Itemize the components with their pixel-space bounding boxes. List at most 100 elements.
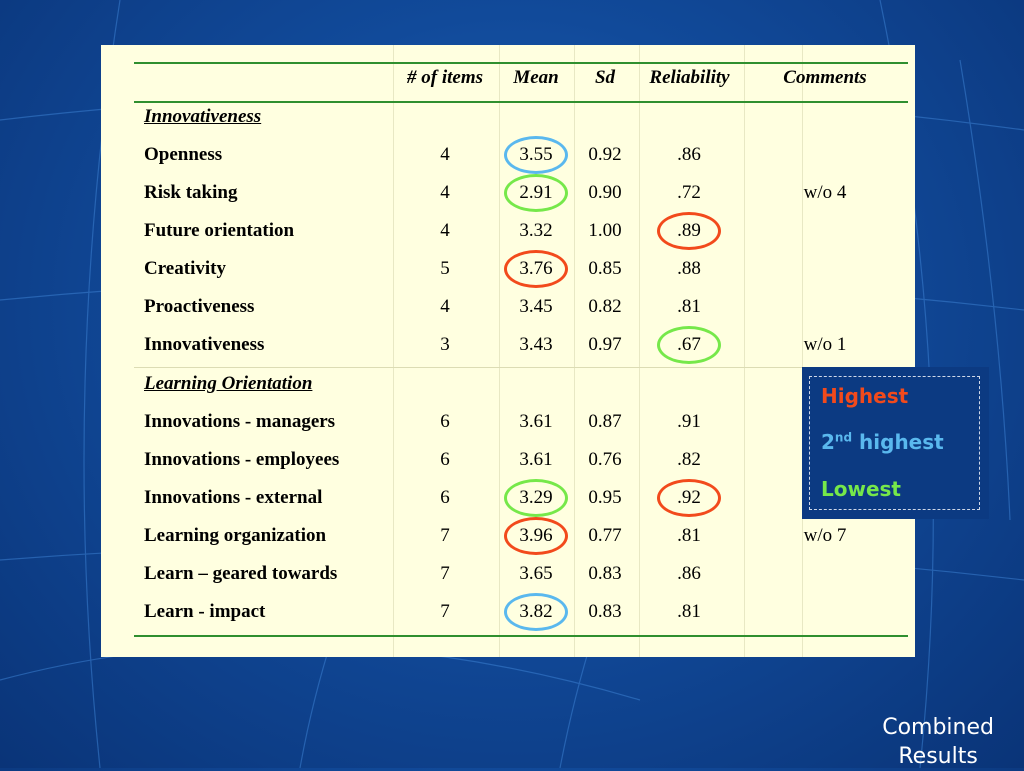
table-top-rule xyxy=(134,62,908,64)
row-name: Proactiveness xyxy=(144,296,255,317)
row-items: 7 xyxy=(440,525,450,546)
column-divider xyxy=(574,45,575,657)
row-name: Learn - impact xyxy=(144,601,266,622)
row-name: Innovations - managers xyxy=(144,411,336,432)
color-legend xyxy=(802,367,989,519)
table-row: Future orientation 4 3.32 1.00 .89 xyxy=(101,212,915,250)
row-items: 3 xyxy=(440,334,450,355)
row-sd: 1.00 xyxy=(588,220,622,241)
row-reliability: .67 xyxy=(677,334,701,355)
table-row: Creativity 5 3.76 0.85 .88 xyxy=(101,250,915,288)
row-mean: 3.76 xyxy=(519,258,553,279)
table-row: Innovativeness 3 3.43 0.97 .67 w/o 1 xyxy=(101,326,915,364)
legend-dashed-border xyxy=(809,376,980,510)
legend-lowest: Lowest xyxy=(821,477,901,501)
row-mean: 3.32 xyxy=(519,220,553,241)
row-sd: 0.83 xyxy=(588,563,622,584)
row-reliability: .91 xyxy=(677,411,701,432)
header-comments: Comments xyxy=(783,67,867,88)
table-row: Innovations - managers 6 3.61 0.87 .91 xyxy=(101,403,915,441)
legend-second-word: highest xyxy=(859,430,944,454)
row-mean: 3.43 xyxy=(519,334,553,355)
column-divider xyxy=(639,45,640,657)
row-mean: 3.55 xyxy=(519,144,553,165)
row-mean: 3.96 xyxy=(519,525,553,546)
row-name: Future orientation xyxy=(144,220,295,241)
header-reliability: Reliability xyxy=(649,67,730,88)
row-name: Risk taking xyxy=(144,182,238,203)
table-bottom-rule xyxy=(134,635,908,637)
section-title-innovativeness: Innovativeness xyxy=(144,106,262,127)
caption-line-1: Combined xyxy=(882,715,994,740)
header-sd: Sd xyxy=(594,67,616,88)
results-table-panel: # of items Mean Sd Reliability Comments … xyxy=(101,45,915,657)
legend-second-suffix: nd xyxy=(834,430,853,445)
table-row: Learn - impact 7 3.82 0.83 .81 xyxy=(101,593,915,631)
row-reliability: .72 xyxy=(677,182,701,203)
row-comment: w/o 7 xyxy=(803,525,847,546)
slide-caption: Combined Results xyxy=(882,713,994,771)
column-divider xyxy=(744,45,745,657)
row-sd: 0.76 xyxy=(588,449,622,470)
legend-highest: Highest xyxy=(821,384,909,408)
row-items: 4 xyxy=(440,296,450,317)
row-items: 7 xyxy=(440,563,450,584)
row-items: 4 xyxy=(440,182,450,203)
row-items: 7 xyxy=(440,601,450,622)
row-comment: w/o 4 xyxy=(803,182,847,203)
legend-second-highest: 2nd highest xyxy=(821,430,944,454)
row-reliability: .86 xyxy=(677,563,701,584)
row-reliability: .82 xyxy=(677,449,701,470)
row-items: 4 xyxy=(440,220,450,241)
row-mean: 3.65 xyxy=(519,563,553,584)
column-divider xyxy=(802,45,803,657)
row-name: Learning organization xyxy=(144,525,327,546)
column-divider xyxy=(499,45,500,657)
section-title-learning-orientation: Learning Orientation xyxy=(144,373,313,394)
row-sd: 0.85 xyxy=(588,258,622,279)
row-name: Openness xyxy=(144,144,223,165)
row-reliability: .86 xyxy=(677,144,701,165)
row-name: Innovations - external xyxy=(144,487,323,508)
row-items: 6 xyxy=(440,449,450,470)
table-row: Proactiveness 4 3.45 0.82 .81 xyxy=(101,288,915,326)
row-sd: 0.87 xyxy=(588,411,622,432)
row-mean: 3.29 xyxy=(519,487,553,508)
table-row: Learning organization 7 3.96 0.77 .81 w/… xyxy=(101,517,915,555)
row-items: 6 xyxy=(440,411,450,432)
row-comment: w/o 1 xyxy=(803,334,847,355)
row-reliability: .88 xyxy=(677,258,701,279)
row-name: Innovations - employees xyxy=(144,449,340,470)
row-name: Innovativeness xyxy=(144,334,265,355)
row-sd: 0.95 xyxy=(588,487,622,508)
row-sd: 0.90 xyxy=(588,182,622,203)
row-mean: 3.45 xyxy=(519,296,553,317)
header-items: # of items xyxy=(407,67,483,88)
header-mean: Mean xyxy=(513,67,559,88)
row-name: Creativity xyxy=(144,258,226,279)
row-mean: 3.61 xyxy=(519,411,553,432)
row-mean: 3.82 xyxy=(519,601,553,622)
row-sd: 0.77 xyxy=(588,525,622,546)
table-row: Risk taking 4 2.91 0.90 .72 w/o 4 xyxy=(101,174,915,212)
section-divider xyxy=(134,367,908,368)
caption-line-2: Results xyxy=(898,744,978,769)
row-name: Learn – geared towards xyxy=(144,563,338,584)
table-row: Innovations - external 6 3.29 0.95 .92 xyxy=(101,479,915,517)
row-sd: 0.92 xyxy=(588,144,622,165)
row-reliability: .92 xyxy=(677,487,701,508)
row-items: 4 xyxy=(440,144,450,165)
table-row: Innovations - employees 6 3.61 0.76 .82 xyxy=(101,441,915,479)
legend-second-number: 2 xyxy=(821,430,835,454)
row-mean: 3.61 xyxy=(519,449,553,470)
row-items: 6 xyxy=(440,487,450,508)
row-items: 5 xyxy=(440,258,450,279)
row-mean: 2.91 xyxy=(519,182,553,203)
row-reliability: .89 xyxy=(677,220,701,241)
table-row: Learn – geared towards 7 3.65 0.83 .86 xyxy=(101,555,915,593)
row-sd: 0.82 xyxy=(588,296,622,317)
row-sd: 0.83 xyxy=(588,601,622,622)
row-reliability: .81 xyxy=(677,525,701,546)
table-row: Openness 4 3.55 0.92 .86 xyxy=(101,136,915,174)
row-sd: 0.97 xyxy=(588,334,622,355)
